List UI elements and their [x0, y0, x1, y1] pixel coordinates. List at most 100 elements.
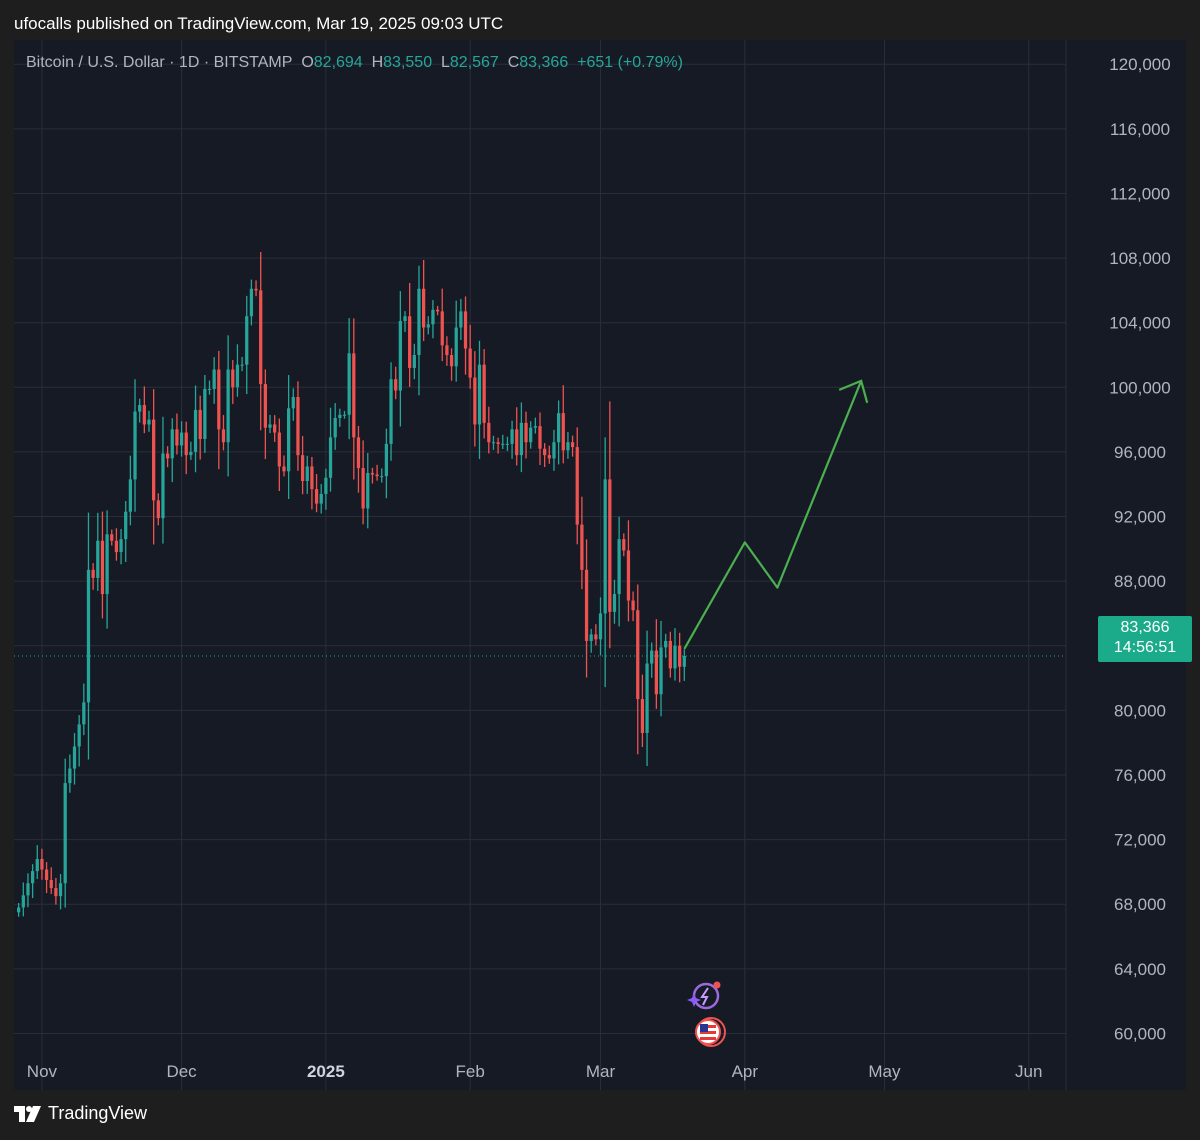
candle-down — [54, 888, 58, 897]
tradingview-logo-icon — [14, 1105, 41, 1122]
y-tick-label: 116,000 — [1110, 120, 1170, 139]
change-value: +651 (+0.79%) — [577, 54, 683, 71]
candle-down — [515, 429, 519, 456]
close-label: C — [507, 54, 520, 71]
candle-up — [147, 419, 151, 425]
candle-up — [501, 443, 505, 445]
candle-down — [40, 859, 44, 870]
candle-down — [594, 634, 598, 640]
candle-down — [277, 432, 281, 467]
candle-up — [612, 594, 617, 612]
candle-down — [259, 290, 263, 385]
candle-up — [505, 443, 510, 445]
candle-up — [324, 477, 328, 494]
candle-up — [384, 443, 389, 477]
candle-up — [138, 405, 142, 412]
candle-up — [431, 309, 435, 325]
candle-up — [380, 476, 384, 478]
candle-down — [300, 455, 305, 481]
candle-up — [305, 466, 309, 481]
candle-up — [26, 883, 30, 896]
candle-up — [459, 311, 463, 328]
candle-down — [575, 447, 579, 525]
candle-up — [105, 534, 109, 595]
low-label: L — [440, 54, 450, 71]
candle-down — [221, 429, 226, 443]
candle-down — [640, 699, 645, 733]
candle-up — [35, 859, 39, 872]
y-tick-label: 68,000 — [1114, 895, 1166, 914]
y-tick-label: 80,000 — [1114, 701, 1166, 720]
candle-down — [463, 311, 468, 349]
candle-down — [435, 309, 440, 312]
open-label: O — [301, 54, 314, 71]
candle-down — [217, 369, 221, 430]
candle-up — [58, 883, 63, 897]
candle-up — [170, 429, 174, 459]
candle-down — [449, 355, 454, 367]
symbol-title: Bitcoin / U.S. Dollar · 1D · BITSTAMP — [26, 54, 293, 71]
candle-up — [291, 397, 295, 409]
candle-down — [231, 369, 235, 388]
candle-up — [193, 409, 198, 452]
us-flag-event-icon[interactable] — [690, 1015, 730, 1051]
candle-down — [678, 645, 682, 667]
y-tick-label: 60,000 — [1114, 1024, 1166, 1043]
candle-up — [366, 472, 370, 509]
candle-down — [152, 419, 156, 501]
candle-up — [179, 432, 184, 446]
candle-down — [110, 534, 114, 541]
candle-up — [72, 746, 77, 769]
y-tick-label: 92,000 — [1114, 508, 1166, 527]
candle-down — [524, 422, 528, 443]
candle-down — [49, 880, 53, 889]
candlestick-chart[interactable]: 60,00064,00068,00072,00076,00080,00084,0… — [14, 40, 1186, 1090]
x-tick-label: Nov — [27, 1062, 58, 1081]
candle-up — [21, 895, 25, 908]
candle-down — [440, 311, 444, 346]
candle-down — [543, 448, 547, 456]
candles — [17, 251, 686, 917]
candle-down — [622, 539, 626, 551]
candle-down — [636, 610, 640, 700]
candle-up — [589, 634, 593, 641]
x-tick-label: Apr — [732, 1062, 759, 1081]
candle-down — [473, 377, 477, 425]
candle-up — [68, 768, 72, 784]
x-tick-label: Mar — [586, 1062, 616, 1081]
x-tick-label: Dec — [166, 1062, 197, 1081]
candle-down — [547, 455, 551, 459]
candle-down — [114, 540, 119, 553]
last-price-badge: 83,366 14:56:51 — [1098, 616, 1192, 662]
y-tick-label: 112,000 — [1110, 184, 1170, 203]
footer-branding: TradingView — [14, 1103, 147, 1124]
high-value: 83,550 — [383, 54, 433, 71]
candle-down — [165, 453, 170, 459]
chart-panel[interactable]: 60,00064,00068,00072,00076,00080,00084,0… — [14, 40, 1192, 1090]
candle-up — [189, 451, 193, 456]
candle-up — [552, 442, 556, 459]
candle-up — [207, 388, 212, 390]
candle-up — [510, 429, 514, 444]
candle-down — [421, 288, 426, 328]
candle-down — [626, 550, 631, 601]
candle-down — [654, 650, 659, 695]
candle-down — [314, 489, 319, 504]
y-tick-label: 88,000 — [1114, 572, 1166, 591]
candle-up — [673, 645, 677, 669]
low-value: 82,567 — [449, 54, 499, 71]
candle-up — [529, 427, 533, 443]
candle-down — [584, 569, 589, 641]
candle-up — [333, 418, 337, 438]
candle-down — [580, 524, 584, 570]
candle-up — [603, 479, 607, 614]
candle-up — [598, 613, 603, 640]
y-tick-label: 72,000 — [1114, 831, 1166, 850]
y-tick-label: 96,000 — [1114, 443, 1166, 462]
candle-down — [445, 345, 449, 355]
candle-down — [561, 413, 565, 451]
x-tick-label: May — [868, 1062, 901, 1081]
published-caption: ufocalls published on TradingView.com, M… — [14, 14, 504, 33]
candle-down — [175, 429, 179, 446]
ai-assistant-icon[interactable] — [686, 978, 722, 1014]
